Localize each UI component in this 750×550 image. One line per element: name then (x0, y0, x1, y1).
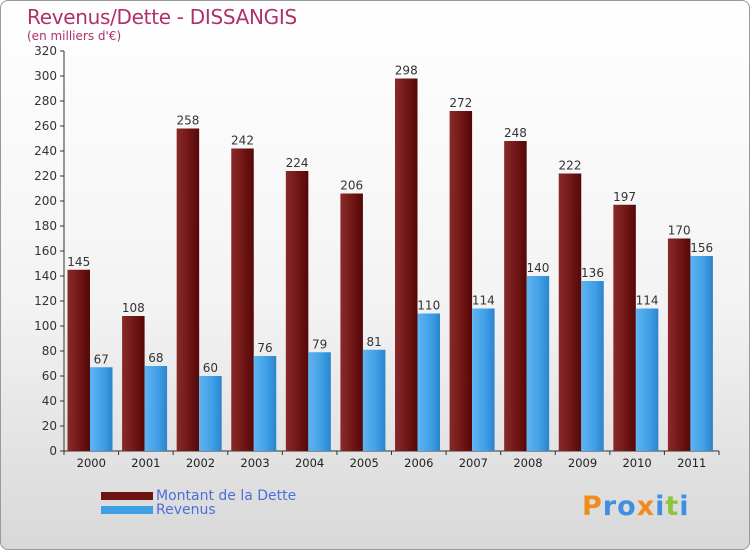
y-tick-label: 20 (42, 419, 57, 433)
x-tick-label: 2004 (295, 456, 324, 470)
y-tick-label: 100 (34, 319, 57, 333)
data-label: 197 (613, 190, 636, 204)
data-label: 114 (472, 294, 495, 308)
x-tick-label: 2006 (404, 456, 433, 470)
data-label: 79 (312, 337, 327, 351)
data-label: 136 (581, 266, 604, 280)
chart-title: Revenus/Dette - DISSANGIS (27, 5, 297, 29)
x-tick-label: 2001 (131, 456, 160, 470)
y-tick-label: 260 (34, 119, 57, 133)
bar-dette (504, 141, 527, 451)
x-tick-label: 2002 (186, 456, 215, 470)
y-tick-label: 320 (34, 44, 57, 58)
y-tick-label: 240 (34, 144, 57, 158)
data-label: 242 (231, 134, 254, 148)
bar-dette (558, 173, 582, 451)
bar-revenus (199, 376, 222, 451)
y-tick-label: 200 (34, 194, 57, 208)
legend-label-revenus: Revenus (156, 501, 216, 518)
data-label: 298 (395, 64, 418, 78)
logo-letter: r (602, 491, 618, 522)
data-label: 114 (636, 294, 659, 308)
bar-dette (67, 269, 90, 451)
y-tick-label: 80 (42, 344, 57, 358)
y-tick-label: 160 (34, 244, 57, 258)
bars (67, 78, 713, 451)
legend-label-dette: Montant de la Dette (156, 487, 297, 504)
data-label: 224 (286, 156, 309, 170)
bar-revenus (581, 281, 604, 451)
data-label: 60 (203, 361, 218, 375)
logo-letter: P (582, 491, 603, 522)
bar-dette (613, 204, 636, 451)
bar-revenus (90, 367, 113, 451)
y-tick-label: 220 (34, 169, 57, 183)
y-tick-label: 60 (42, 369, 57, 383)
data-label: 145 (67, 255, 90, 269)
data-label: 67 (94, 352, 109, 366)
chart-subtitle: (en milliers d'€) (27, 29, 122, 43)
x-tick-label: 2010 (622, 456, 651, 470)
bar-dette (176, 128, 200, 451)
y-tick-label: 180 (34, 219, 57, 233)
data-label: 68 (148, 351, 163, 365)
axes: 0 20 40 60 80 100 120 140 160 180 200 220 240 260 280 3… (34, 44, 720, 470)
bar-revenus (526, 276, 550, 451)
bar-dette (395, 78, 418, 451)
logo-letter: o (617, 491, 637, 522)
y-tick-label: 300 (34, 69, 57, 83)
logo-letter: x (636, 491, 656, 522)
bar-revenus (308, 352, 331, 451)
data-label: 140 (526, 261, 549, 275)
x-tick-label: 2003 (240, 456, 269, 470)
bar-dette (667, 238, 691, 451)
y-tick-label: 0 (49, 444, 57, 458)
y-tick-label: 140 (34, 269, 57, 283)
data-label: 206 (340, 179, 363, 193)
data-labels: 145 108 258 242 224 206 298 272 248 222 197 170 67 68… (67, 64, 713, 376)
bar-revenus (362, 349, 386, 451)
bar-revenus (690, 256, 713, 451)
x-tick-label: 2009 (568, 456, 597, 470)
bar-dette (231, 148, 254, 451)
x-tick-label: 2008 (513, 456, 542, 470)
data-label: 222 (559, 159, 582, 173)
data-label: 170 (668, 224, 691, 238)
bar-dette (340, 193, 363, 451)
logo-letter: i (655, 491, 666, 522)
data-label: 258 (176, 114, 199, 128)
bar-revenus (417, 313, 440, 451)
proxiti-logo: Proxiti (582, 491, 690, 522)
bar-revenus (253, 356, 277, 451)
x-tick-label: 2011 (677, 456, 706, 470)
logo-letter: i (679, 491, 690, 522)
x-tick-label: 2005 (350, 456, 379, 470)
bar-dette (285, 171, 309, 451)
y-tick-label: 280 (34, 94, 57, 108)
x-tick-label: 2000 (77, 456, 106, 470)
legend-item-revenus: Revenus (101, 501, 216, 518)
data-label: 108 (122, 301, 145, 315)
bar-revenus (635, 308, 659, 451)
legend-item-dette: Montant de la Dette (101, 487, 297, 504)
bar-dette (122, 316, 145, 451)
data-label: 272 (449, 96, 472, 110)
x-tick-label: 2007 (459, 456, 488, 470)
y-tick-label: 120 (34, 294, 57, 308)
bar-revenus (144, 366, 168, 451)
y-tick-label: 40 (42, 394, 57, 408)
bar-dette (449, 111, 473, 451)
legend-swatch-revenus (101, 505, 153, 514)
data-label: 76 (257, 341, 272, 355)
data-label: 156 (690, 241, 713, 255)
data-label: 81 (367, 335, 382, 349)
logo-letter: t (665, 491, 680, 522)
data-label: 110 (417, 299, 440, 313)
legend-swatch-dette (101, 491, 153, 500)
bar-revenus (472, 308, 495, 451)
data-label: 248 (504, 126, 527, 140)
